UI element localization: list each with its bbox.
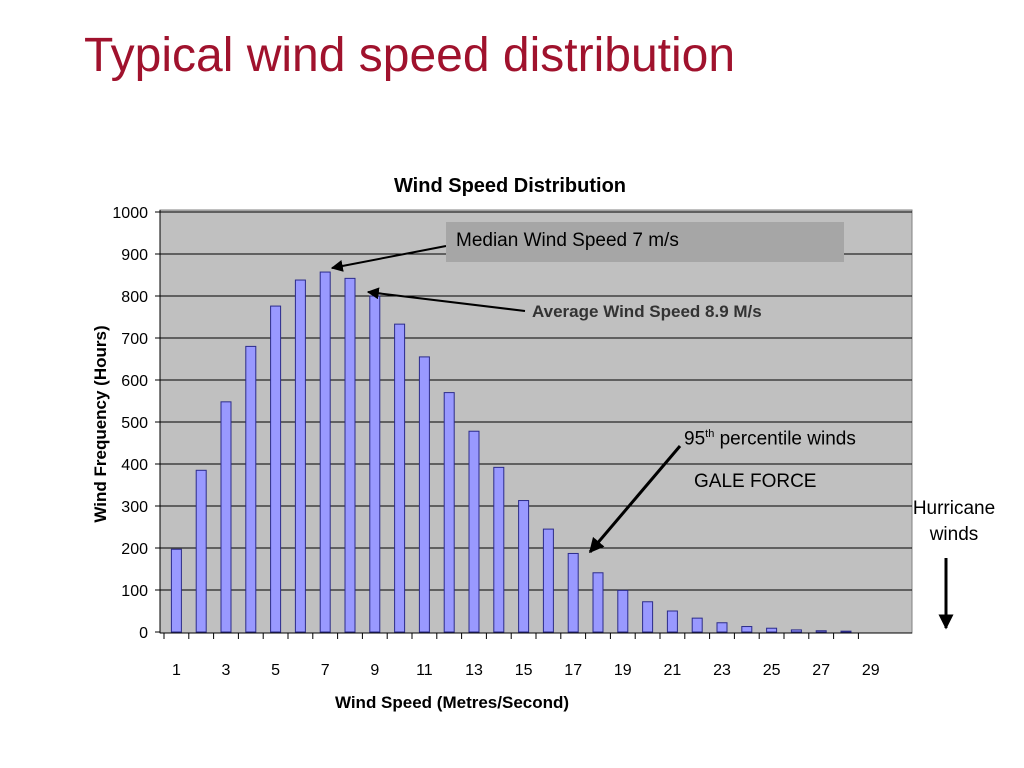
bar bbox=[642, 601, 654, 633]
x-tick-label: 3 bbox=[222, 662, 231, 679]
x-tick-label: 23 bbox=[713, 662, 731, 679]
y-axis: 0 100 200 300 400 500 600 700 800 900 1000 bbox=[112, 205, 161, 642]
x-tick-label: 5 bbox=[271, 662, 280, 679]
y-tick-label: 1000 bbox=[112, 205, 148, 222]
x-tick-label: 13 bbox=[465, 662, 483, 679]
x-tick-label: 1 bbox=[172, 662, 181, 679]
bar bbox=[592, 572, 604, 633]
slide-title: Typical wind speed distribution bbox=[84, 29, 736, 82]
gale-force-label: GALE FORCE bbox=[694, 471, 817, 492]
bar bbox=[220, 401, 232, 633]
bar bbox=[195, 469, 207, 633]
bar bbox=[418, 356, 430, 633]
bar bbox=[840, 630, 852, 633]
x-tick-label: 29 bbox=[862, 662, 880, 679]
x-tick-label: 17 bbox=[564, 662, 582, 679]
bar bbox=[567, 552, 579, 633]
x-tick-label: 25 bbox=[763, 662, 781, 679]
y-axis-label: Wind Frequency (Hours) bbox=[91, 325, 110, 522]
bar bbox=[716, 622, 728, 633]
bar bbox=[319, 271, 331, 633]
bar bbox=[691, 617, 703, 633]
hurricane-line-2: winds bbox=[929, 524, 979, 545]
gridlines bbox=[160, 211, 912, 591]
x-axis-label: Wind Speed (Metres/Second) bbox=[335, 693, 569, 712]
bar bbox=[245, 345, 257, 633]
median-wind-speed-label: Median Wind Speed 7 m/s bbox=[446, 222, 844, 262]
x-tick-label: 27 bbox=[812, 662, 830, 679]
average-arrow bbox=[366, 287, 526, 312]
bar bbox=[270, 305, 282, 633]
y-tick-label: 0 bbox=[139, 625, 148, 642]
percentile-suffix: th bbox=[705, 428, 715, 440]
x-axis: 1 3 5 7 9 11 13 15 17 19 21 23 25 27 29 bbox=[160, 632, 912, 679]
y-tick-label: 300 bbox=[121, 499, 148, 516]
percentile-label: 95th percentile winds bbox=[684, 428, 856, 450]
chart-title: Wind Speed Distribution bbox=[394, 175, 626, 197]
average-wind-speed-label: Average Wind Speed 8.9 M/s bbox=[532, 302, 762, 321]
bar bbox=[394, 323, 406, 633]
bar bbox=[468, 430, 480, 633]
hurricane-line-1: Hurricane bbox=[912, 498, 996, 519]
percentile-text: percentile winds bbox=[714, 428, 856, 450]
y-tick-label: 800 bbox=[121, 289, 148, 306]
bar bbox=[617, 589, 629, 633]
x-tick-label: 15 bbox=[515, 662, 533, 679]
y-tick-label: 200 bbox=[121, 541, 148, 558]
bar bbox=[518, 500, 530, 633]
x-tick-label: 11 bbox=[416, 662, 433, 679]
y-tick-label: 700 bbox=[121, 331, 148, 348]
bar bbox=[294, 279, 306, 633]
percentile-number: 95 bbox=[684, 428, 706, 450]
x-tick-label: 9 bbox=[370, 662, 379, 679]
hurricane-winds-label: Hurricane winds bbox=[892, 496, 1016, 548]
bar bbox=[741, 626, 753, 633]
y-tick-label: 100 bbox=[121, 583, 148, 600]
bar bbox=[542, 528, 554, 633]
bar bbox=[815, 630, 827, 633]
bar bbox=[344, 277, 356, 633]
y-tick-label: 600 bbox=[121, 373, 148, 390]
bars bbox=[170, 271, 852, 633]
bar bbox=[493, 466, 505, 633]
x-tick-label: 7 bbox=[321, 662, 330, 679]
bar bbox=[170, 548, 182, 633]
percentile-arrow bbox=[588, 445, 682, 554]
y-tick-label: 500 bbox=[121, 415, 148, 432]
bar bbox=[369, 295, 381, 633]
bar bbox=[790, 629, 802, 633]
x-tick-label: 21 bbox=[664, 662, 682, 679]
bar bbox=[766, 627, 778, 633]
y-tick-label: 900 bbox=[121, 247, 148, 264]
bar bbox=[666, 610, 678, 633]
bar bbox=[443, 392, 455, 633]
y-tick-label: 400 bbox=[121, 457, 148, 474]
x-tick-label: 19 bbox=[614, 662, 632, 679]
median-arrow bbox=[330, 245, 447, 272]
